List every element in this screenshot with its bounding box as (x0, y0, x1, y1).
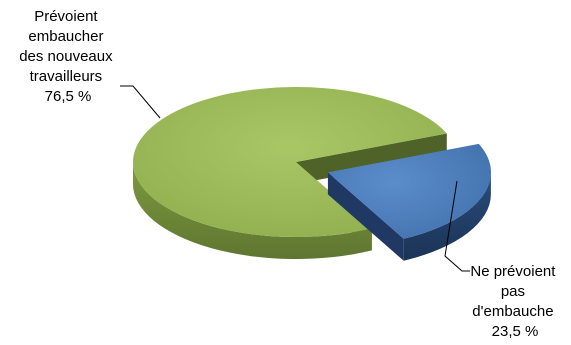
label-ne-prevoient-pas: Ne prévoient pas d'embauche 23,5 % (470, 263, 559, 340)
slice-embaucher-side (132, 162, 372, 260)
label-ne-prevoient-pas-line: pas (501, 283, 525, 300)
label-embaucher: Prévoient embaucher des nouveaux travail… (19, 8, 117, 105)
label-embaucher-line: embaucher (28, 28, 103, 45)
slice-ne-prevoient-pas-top (327, 143, 492, 239)
leader-line-ne-prevoient-pas (444, 180, 470, 272)
leader-line-embaucher (120, 85, 161, 119)
label-embaucher-line: Prévoient (34, 8, 98, 25)
label-embaucher-line: travailleurs (30, 68, 103, 85)
label-embaucher-line: des nouveaux (19, 48, 113, 65)
label-embaucher-value: 76,5 % (45, 88, 92, 105)
label-ne-prevoient-pas-line: d'embauche (472, 303, 553, 320)
label-ne-prevoient-pas-line: Ne prévoient (470, 263, 556, 280)
slice-ne-prevoient-pas-side (403, 172, 491, 261)
slice-embaucher (132, 86, 447, 260)
slice-embaucher-inner-wall (296, 133, 447, 251)
label-ne-prevoient-pas-value: 23,5 % (492, 323, 539, 340)
slice-ne-prevoient-pas (327, 143, 492, 261)
slice-embaucher-top (133, 86, 447, 237)
slice-ne-prevoient-pas-inner-wall (327, 172, 404, 261)
